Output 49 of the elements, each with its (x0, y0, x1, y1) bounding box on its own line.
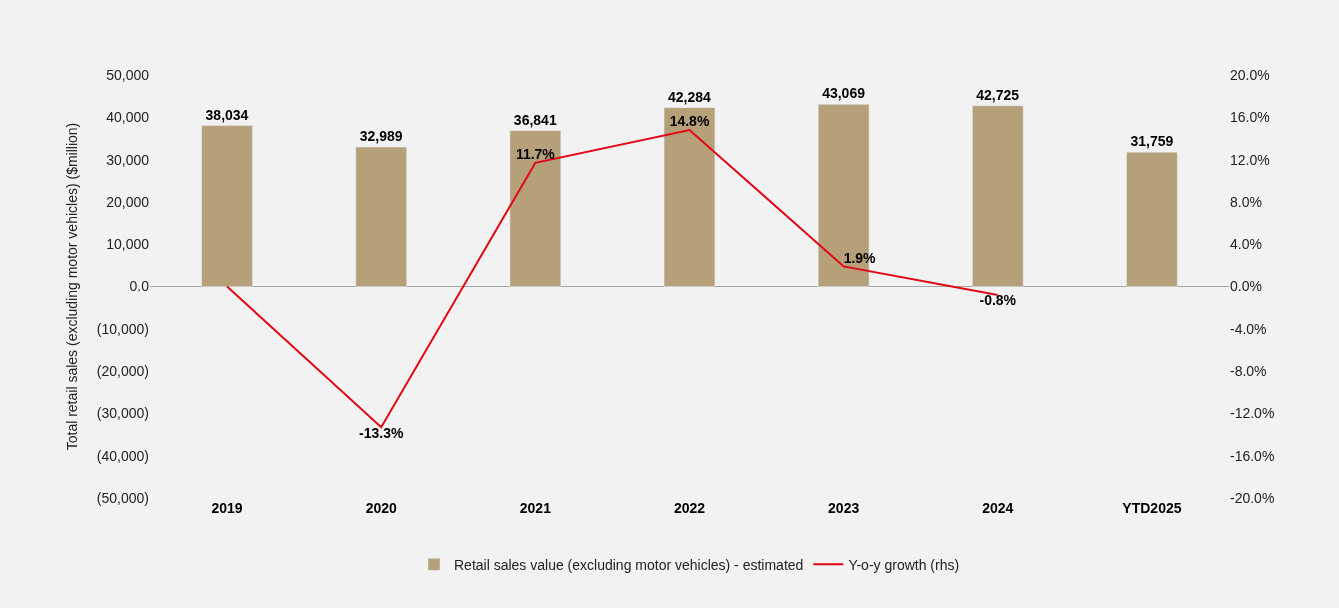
bar (972, 105, 1024, 287)
y2-tick-label: 0.0% (1230, 278, 1262, 295)
y-tick-label: (20,000) (96, 363, 149, 379)
bar (663, 107, 716, 287)
y-tick-label: (50,000) (96, 489, 149, 506)
x-tick-label: 2021 (519, 500, 552, 516)
y2-tick-label: 20.0% (1230, 66, 1270, 83)
x-tick-label: 2022 (673, 500, 706, 516)
y2-tick-label: -4.0% (1230, 320, 1267, 337)
y-tick-label: 10,000 (106, 236, 150, 253)
y-tick-label: 30,000 (106, 151, 150, 168)
x-tick-label: 2024 (982, 500, 1014, 516)
y-axis-title: Total retail sales (excluding motor vehicles) ($million) (64, 122, 81, 451)
y-tick-label: (30,000) (96, 405, 149, 422)
y2-tick-label: -12.0% (1230, 405, 1275, 422)
data-label: 14.8% (669, 113, 710, 130)
y-tick-label: 0.0 (129, 278, 150, 295)
y2-tick-label: -16.0% (1230, 447, 1275, 464)
data-label: 36,841 (513, 111, 557, 128)
data-label: 38,034 (205, 106, 249, 123)
data-label: 43,069 (822, 85, 866, 102)
y-tick-label: 50,000 (106, 66, 150, 83)
x-tick-label: 2019 (211, 500, 243, 516)
y-tick-label: 20,000 (106, 193, 150, 210)
legend-label: Y-o-y growth (rhs) (848, 556, 960, 573)
y2-tick-label: -20.0% (1230, 489, 1275, 506)
data-label: 11.7% (515, 146, 556, 163)
data-label: 32,989 (359, 127, 403, 144)
data-label: -0.8% (979, 292, 1017, 309)
bar (201, 125, 253, 287)
data-label: -13.3% (359, 424, 404, 441)
bar (509, 130, 562, 287)
y-tick-label: 40,000 (106, 109, 150, 126)
data-label: 42,725 (976, 86, 1020, 103)
bar (355, 146, 407, 287)
y2-tick-label: 4.0% (1230, 236, 1262, 253)
y-tick-label: (10,000) (96, 320, 149, 337)
y2-tick-label: 8.0% (1230, 193, 1262, 210)
legend-label: Retail sales value (excluding motor vehicles) - estimated (454, 556, 804, 573)
y2-tick-label: 16.0% (1230, 109, 1270, 126)
y-tick-label: (40,000) (96, 447, 149, 464)
x-tick-label: YTD2025 (1122, 500, 1182, 516)
bar (1126, 151, 1178, 287)
y2-tick-label: 12.0% (1230, 151, 1270, 168)
x-tick-label: 2023 (828, 500, 860, 516)
x-tick-label: 2020 (365, 500, 397, 516)
data-label: 31,759 (1130, 133, 1174, 150)
y2-tick-label: -8.0% (1230, 363, 1267, 379)
data-label: 42,284 (667, 88, 712, 105)
